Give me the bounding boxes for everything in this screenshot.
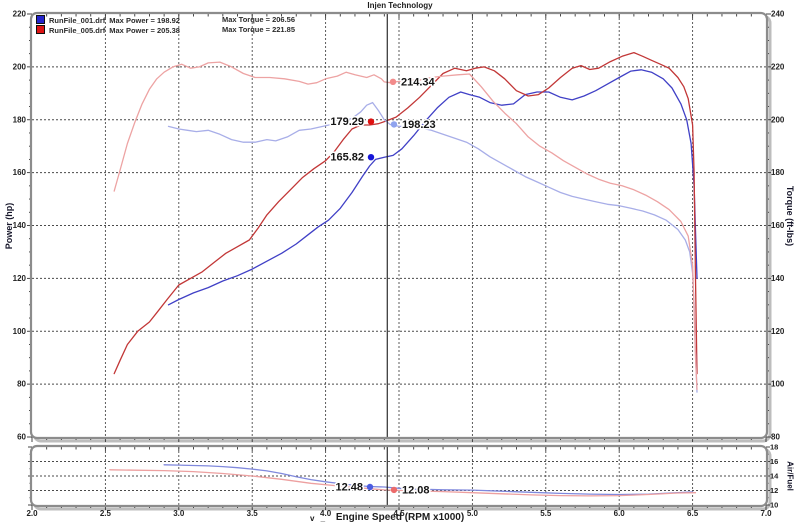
tick-label: 180 bbox=[13, 115, 27, 124]
cursor-marker bbox=[390, 486, 398, 494]
cursor-marker bbox=[389, 78, 397, 86]
torque-axis-label: Torque (ft-lbs) bbox=[785, 185, 795, 247]
panel-border bbox=[29, 11, 769, 440]
cursor-marker bbox=[366, 483, 374, 491]
tick-label: 5.5 bbox=[540, 509, 552, 518]
legend-row-run1[interactable]: RunFile_001.drf Max Power = 198.92 Max To… bbox=[36, 15, 295, 25]
tick-label: 220 bbox=[13, 10, 27, 19]
point-label: 198.23 bbox=[402, 119, 436, 131]
curve-runfile-001-drf-torque bbox=[167, 101, 698, 393]
cursor-marker bbox=[367, 154, 375, 161]
tick-label: 140 bbox=[13, 221, 27, 230]
tick-label: 160 bbox=[13, 168, 27, 177]
tick-label: 140 bbox=[771, 274, 785, 283]
rpm-axis-label: Engine Speed (RPM x1000) bbox=[335, 512, 465, 523]
tick-label: 60 bbox=[17, 433, 26, 442]
point-label: 12.48 bbox=[335, 482, 363, 494]
run2-color-swatch bbox=[36, 25, 45, 34]
legend: RunFile_001.drf Max Power = 198.92 Max To… bbox=[36, 15, 295, 35]
point-label: 179.29 bbox=[330, 116, 364, 128]
point-label: 165.82 bbox=[330, 152, 364, 164]
tick-label: 16 bbox=[770, 457, 778, 466]
tick-label: 4.0 bbox=[320, 509, 332, 518]
tick-label: 2.5 bbox=[100, 509, 112, 518]
tick-label: 160 bbox=[771, 221, 785, 230]
tick-label: 180 bbox=[771, 168, 785, 177]
tick-label: 120 bbox=[13, 274, 27, 283]
tick-label: 3.0 bbox=[173, 509, 185, 518]
point-label: 12.08 bbox=[402, 484, 430, 496]
tick-label: 200 bbox=[771, 115, 785, 124]
panel-border bbox=[29, 444, 769, 508]
cursor-marker bbox=[367, 118, 375, 125]
tick-label: 3.5 bbox=[247, 509, 259, 518]
legend-row-run2[interactable]: RunFile_005.drf Max Power = 205.38 Max To… bbox=[36, 25, 295, 35]
tick-label: 100 bbox=[771, 380, 785, 389]
tick-label: 80 bbox=[17, 380, 26, 389]
tick-label: 10 bbox=[770, 501, 778, 510]
tick-label: 4.5 bbox=[393, 509, 405, 518]
curve-runfile-005-drf-air-fuel bbox=[109, 469, 697, 497]
run1-file: RunFile_001.drf bbox=[49, 16, 106, 25]
tick-label: 2.0 bbox=[26, 509, 38, 518]
curve-runfile-005-drf-power bbox=[113, 51, 698, 375]
tick-label: 18 bbox=[770, 443, 778, 452]
x-axis-dropdown-indicator[interactable]: v _ bbox=[310, 514, 328, 523]
tick-label: 100 bbox=[13, 327, 27, 336]
tick-label: 7.0 bbox=[760, 509, 772, 518]
tick-label: 12 bbox=[770, 486, 778, 495]
curve-runfile-001-drf-power bbox=[167, 69, 698, 306]
cursor-marker bbox=[390, 121, 398, 128]
tick-label: 200 bbox=[13, 62, 27, 71]
run2-file: RunFile_005.drf bbox=[49, 26, 106, 35]
power-axis-label: Power (hp) bbox=[4, 202, 14, 250]
tick-label: 6.0 bbox=[614, 509, 626, 518]
run2-max-torque: Max Torque = 221.85 bbox=[222, 25, 296, 34]
run2-max-power: Max Power = 205.38 bbox=[109, 26, 180, 35]
tick-label: 5.0 bbox=[467, 509, 479, 518]
point-label: 214.34 bbox=[401, 76, 436, 88]
tick-label: 240 bbox=[771, 10, 785, 19]
tick-label: 80 bbox=[771, 433, 780, 442]
run1-max-torque: Max Torque = 206.56 bbox=[222, 15, 296, 24]
tick-label: 220 bbox=[771, 62, 785, 71]
tick-label: 6.5 bbox=[687, 509, 699, 518]
tick-label: 14 bbox=[770, 472, 779, 481]
run1-color-swatch bbox=[36, 15, 45, 24]
run1-max-power: Max Power = 198.92 bbox=[109, 16, 180, 25]
tick-label: 120 bbox=[771, 327, 785, 336]
chart-title: Injen Technology bbox=[367, 1, 433, 10]
afr-axis-label: Air/Fuel bbox=[785, 461, 795, 491]
